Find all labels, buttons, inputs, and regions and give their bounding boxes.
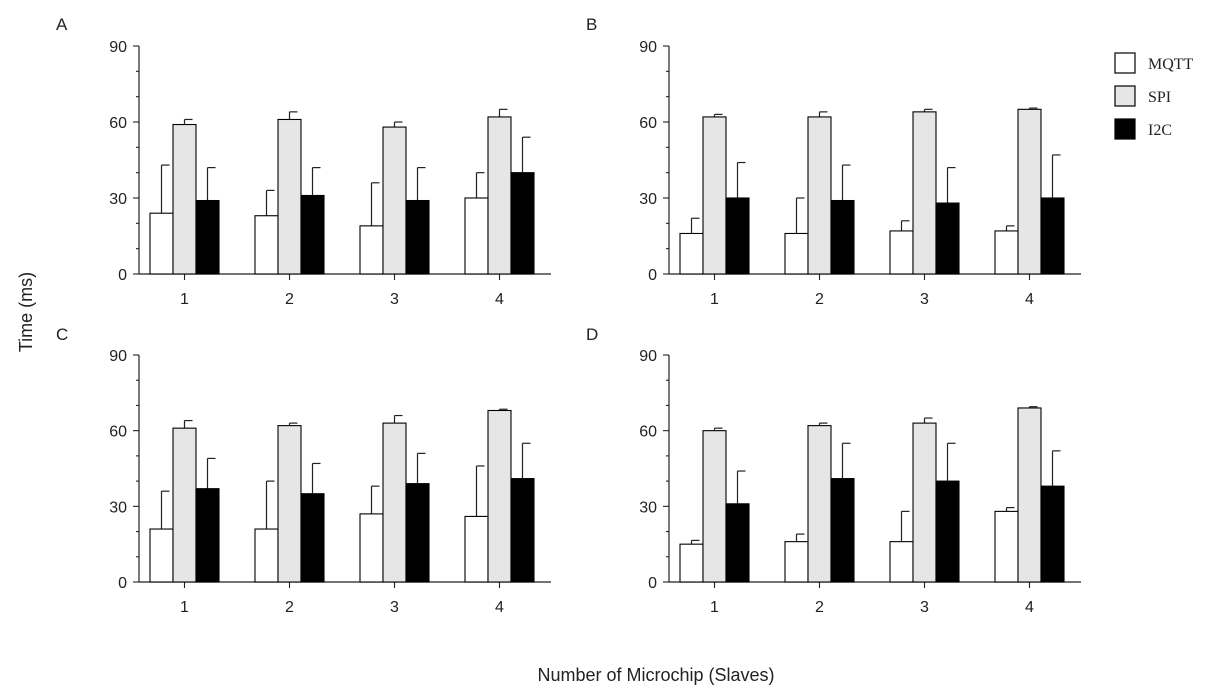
x-tick-label: 3	[920, 599, 929, 616]
bar-i2c	[935, 480, 960, 583]
legend: MQTT SPI I2C	[1114, 52, 1194, 140]
bar-i2c	[830, 199, 855, 275]
bar-mqtt	[994, 230, 1019, 275]
x-tick-label: 4	[495, 291, 504, 308]
panel-c: C 0 30 60 90 1 2 3 4	[56, 325, 551, 616]
x-tick-label: 2	[815, 599, 824, 616]
bar-mqtt	[359, 225, 384, 275]
legend-swatch-i2c	[1114, 118, 1136, 140]
y-tick-label: 90	[109, 39, 127, 56]
bar-mqtt	[784, 541, 809, 583]
x-tick-label: 1	[710, 599, 719, 616]
panel-b: B 0 30 60 90 1 2 3 4	[586, 15, 1081, 308]
panel-letter: A	[56, 15, 68, 34]
bar-mqtt	[149, 212, 174, 275]
y-tick-label: 30	[639, 499, 657, 516]
y-tick-label: 0	[118, 575, 127, 592]
x-tick-label: 2	[285, 599, 294, 616]
x-tick-label: 2	[285, 291, 294, 308]
bar-spi	[277, 118, 302, 275]
bar-i2c	[195, 199, 220, 275]
bar-i2c	[405, 483, 430, 583]
bar-mqtt	[254, 215, 279, 275]
y-tick-label: 0	[118, 267, 127, 284]
panel-d: D 0 30 60 90 1 2 3 4	[586, 325, 1081, 616]
x-axis-title: Number of Microchip (Slaves)	[537, 665, 774, 685]
bar-spi	[172, 427, 197, 583]
bar-mqtt	[254, 528, 279, 583]
panel-letter: D	[586, 325, 598, 344]
bar-i2c	[1040, 197, 1065, 275]
bar-spi	[1017, 407, 1042, 583]
bar-i2c	[300, 493, 325, 583]
y-tick-label: 60	[109, 115, 127, 132]
legend-swatch-mqtt	[1114, 52, 1136, 74]
x-tick-label: 1	[710, 291, 719, 308]
bar-i2c	[510, 172, 535, 275]
y-tick-label: 0	[648, 575, 657, 592]
y-tick-label: 60	[639, 424, 657, 441]
bar-i2c	[830, 478, 855, 583]
bar-i2c	[405, 199, 430, 275]
bar-spi	[807, 425, 832, 583]
bar-i2c	[725, 503, 750, 583]
y-tick-label: 30	[109, 191, 127, 208]
bar-spi	[487, 409, 512, 583]
bar-spi	[172, 123, 197, 275]
x-tick-label: 3	[390, 599, 399, 616]
y-tick-label: 90	[109, 348, 127, 365]
x-tick-label: 4	[495, 599, 504, 616]
legend-swatch-spi	[1114, 85, 1136, 107]
y-tick-label: 30	[109, 499, 127, 516]
bar-spi	[702, 430, 727, 583]
legend-label-mqtt: MQTT	[1148, 56, 1194, 73]
bar-mqtt	[464, 515, 489, 583]
bar-spi	[487, 116, 512, 275]
bar-spi	[807, 116, 832, 275]
bar-mqtt	[464, 197, 489, 275]
legend-label-i2c: I2C	[1148, 122, 1172, 139]
y-tick-label: 90	[639, 39, 657, 56]
bar-spi	[912, 422, 937, 583]
bar-i2c	[935, 202, 960, 275]
x-tick-label: 2	[815, 291, 824, 308]
bar-i2c	[195, 488, 220, 583]
y-tick-label: 60	[109, 424, 127, 441]
x-tick-label: 3	[390, 291, 399, 308]
x-tick-label: 4	[1025, 599, 1034, 616]
bar-spi	[1017, 108, 1042, 275]
x-tick-label: 1	[180, 599, 189, 616]
bar-i2c	[300, 194, 325, 275]
y-tick-label: 60	[639, 115, 657, 132]
bar-mqtt	[784, 232, 809, 275]
bar-spi	[912, 111, 937, 275]
y-axis-title: Time (ms)	[16, 272, 36, 352]
bar-spi	[277, 425, 302, 583]
bar-mqtt	[149, 528, 174, 583]
bar-mqtt	[359, 513, 384, 583]
panel-letter: C	[56, 325, 68, 344]
bar-i2c	[1040, 485, 1065, 583]
bar-i2c	[510, 478, 535, 583]
bar-mqtt	[889, 541, 914, 583]
bar-mqtt	[889, 230, 914, 275]
x-tick-label: 3	[920, 291, 929, 308]
bar-spi	[702, 116, 727, 275]
panel-a: A 0 30 60 90 1 2 3 4	[56, 15, 551, 308]
bar-i2c	[725, 197, 750, 275]
y-tick-label: 30	[639, 191, 657, 208]
panel-letter: B	[586, 15, 597, 34]
y-tick-label: 90	[639, 348, 657, 365]
panels: A 0 30 60 90 1 2 3 4 B 0 30 60 90 1 2 3 4 C 0 30 60 90 1 2 3 4 D 0 30…	[56, 15, 1081, 616]
x-tick-label: 4	[1025, 291, 1034, 308]
bar-spi	[382, 126, 407, 275]
bar-mqtt	[679, 543, 704, 583]
x-tick-label: 1	[180, 291, 189, 308]
y-tick-label: 0	[648, 267, 657, 284]
bar-mqtt	[679, 232, 704, 275]
legend-label-spi: SPI	[1148, 89, 1171, 106]
bar-spi	[382, 422, 407, 583]
bar-mqtt	[994, 510, 1019, 583]
